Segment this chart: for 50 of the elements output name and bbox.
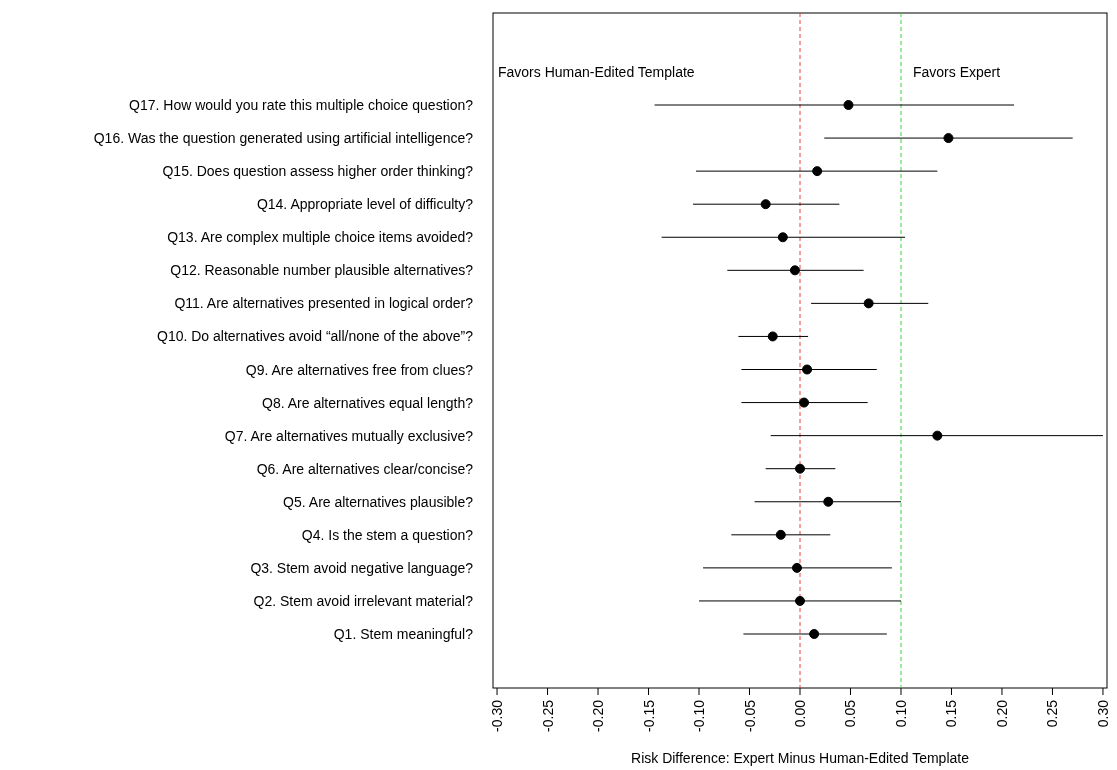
y-tick-label: Q6. Are alternatives clear/concise? — [256, 460, 474, 477]
point — [802, 364, 813, 375]
text: Favors Human-Edited Template — [498, 64, 695, 80]
point — [932, 430, 943, 441]
y-tick-label: Q15. Does question assess higher order thinking? — [162, 163, 474, 180]
point — [760, 199, 771, 210]
y-tick-label: Q1. Stem meaningful? — [333, 626, 474, 642]
x-tick-label: 0.05 — [842, 699, 859, 728]
x-tick-label: 0.25 — [1044, 699, 1061, 728]
point — [777, 232, 788, 243]
point — [775, 529, 786, 540]
x-axis-title: Risk Difference: Expert Minus Human-Edited Template — [631, 750, 970, 766]
y-tick-label: Q11. Are alternatives presented in logical order? — [174, 295, 474, 312]
y-tick-label: Q14. Appropriate level of difficulty? — [256, 196, 474, 213]
y-tick-label: Q5. Are alternatives plausible? — [283, 493, 474, 510]
y-tick-label: Q7. Are alternatives mutually exclusive? — [224, 427, 474, 444]
point — [795, 595, 805, 606]
y-tick-label: Q10. Do alternatives avoid “all/none of the above”? — [157, 328, 474, 345]
text: Favors Expert — [912, 64, 1001, 80]
y-tick-label: Q3. Stem avoid negative language? — [250, 559, 474, 576]
point — [799, 397, 810, 408]
x-tick-label: -0.05 — [741, 699, 758, 732]
point — [812, 166, 823, 177]
point — [767, 331, 778, 342]
point — [843, 100, 854, 110]
point — [823, 496, 834, 507]
y-tick-label: Q2. Stem avoid irrelevant material? — [253, 592, 474, 609]
point — [863, 298, 874, 309]
point — [809, 629, 820, 639]
y-tick-label: Q16. Was the question generated using artificial intelligence? — [93, 130, 474, 147]
x-tick-label: 0.20 — [993, 699, 1010, 728]
y-tick-label: Q9. Are alternatives free from clues? — [245, 361, 474, 378]
y-tick-label: Q4. Is the stem a question? — [301, 526, 474, 543]
x-tick-label: 0.30 — [1094, 699, 1111, 728]
y-tick-label: Q8. Are alternatives equal length? — [262, 394, 474, 411]
x-tick-label: 0.00 — [792, 699, 808, 728]
y-tick-label: Q17. How would you rate this multiple choice question? — [129, 97, 474, 113]
x-tick-label: -0.20 — [590, 699, 607, 732]
x-tick-label: 0.15 — [943, 699, 960, 728]
point — [943, 133, 954, 144]
point — [791, 562, 802, 573]
y-tick-label: Q13. Are complex multiple choice items avoided? — [167, 229, 474, 246]
point — [789, 265, 800, 276]
x-tick-label: -0.25 — [539, 699, 556, 732]
x-tick-label: -0.10 — [691, 699, 708, 732]
x-tick-label: -0.30 — [489, 699, 506, 732]
y-tick-label: Q12. Reasonable number plausible alternatives? — [170, 262, 474, 279]
x-tick-label: 0.10 — [892, 699, 909, 728]
point — [795, 463, 805, 474]
x-tick-label: -0.15 — [640, 699, 657, 732]
